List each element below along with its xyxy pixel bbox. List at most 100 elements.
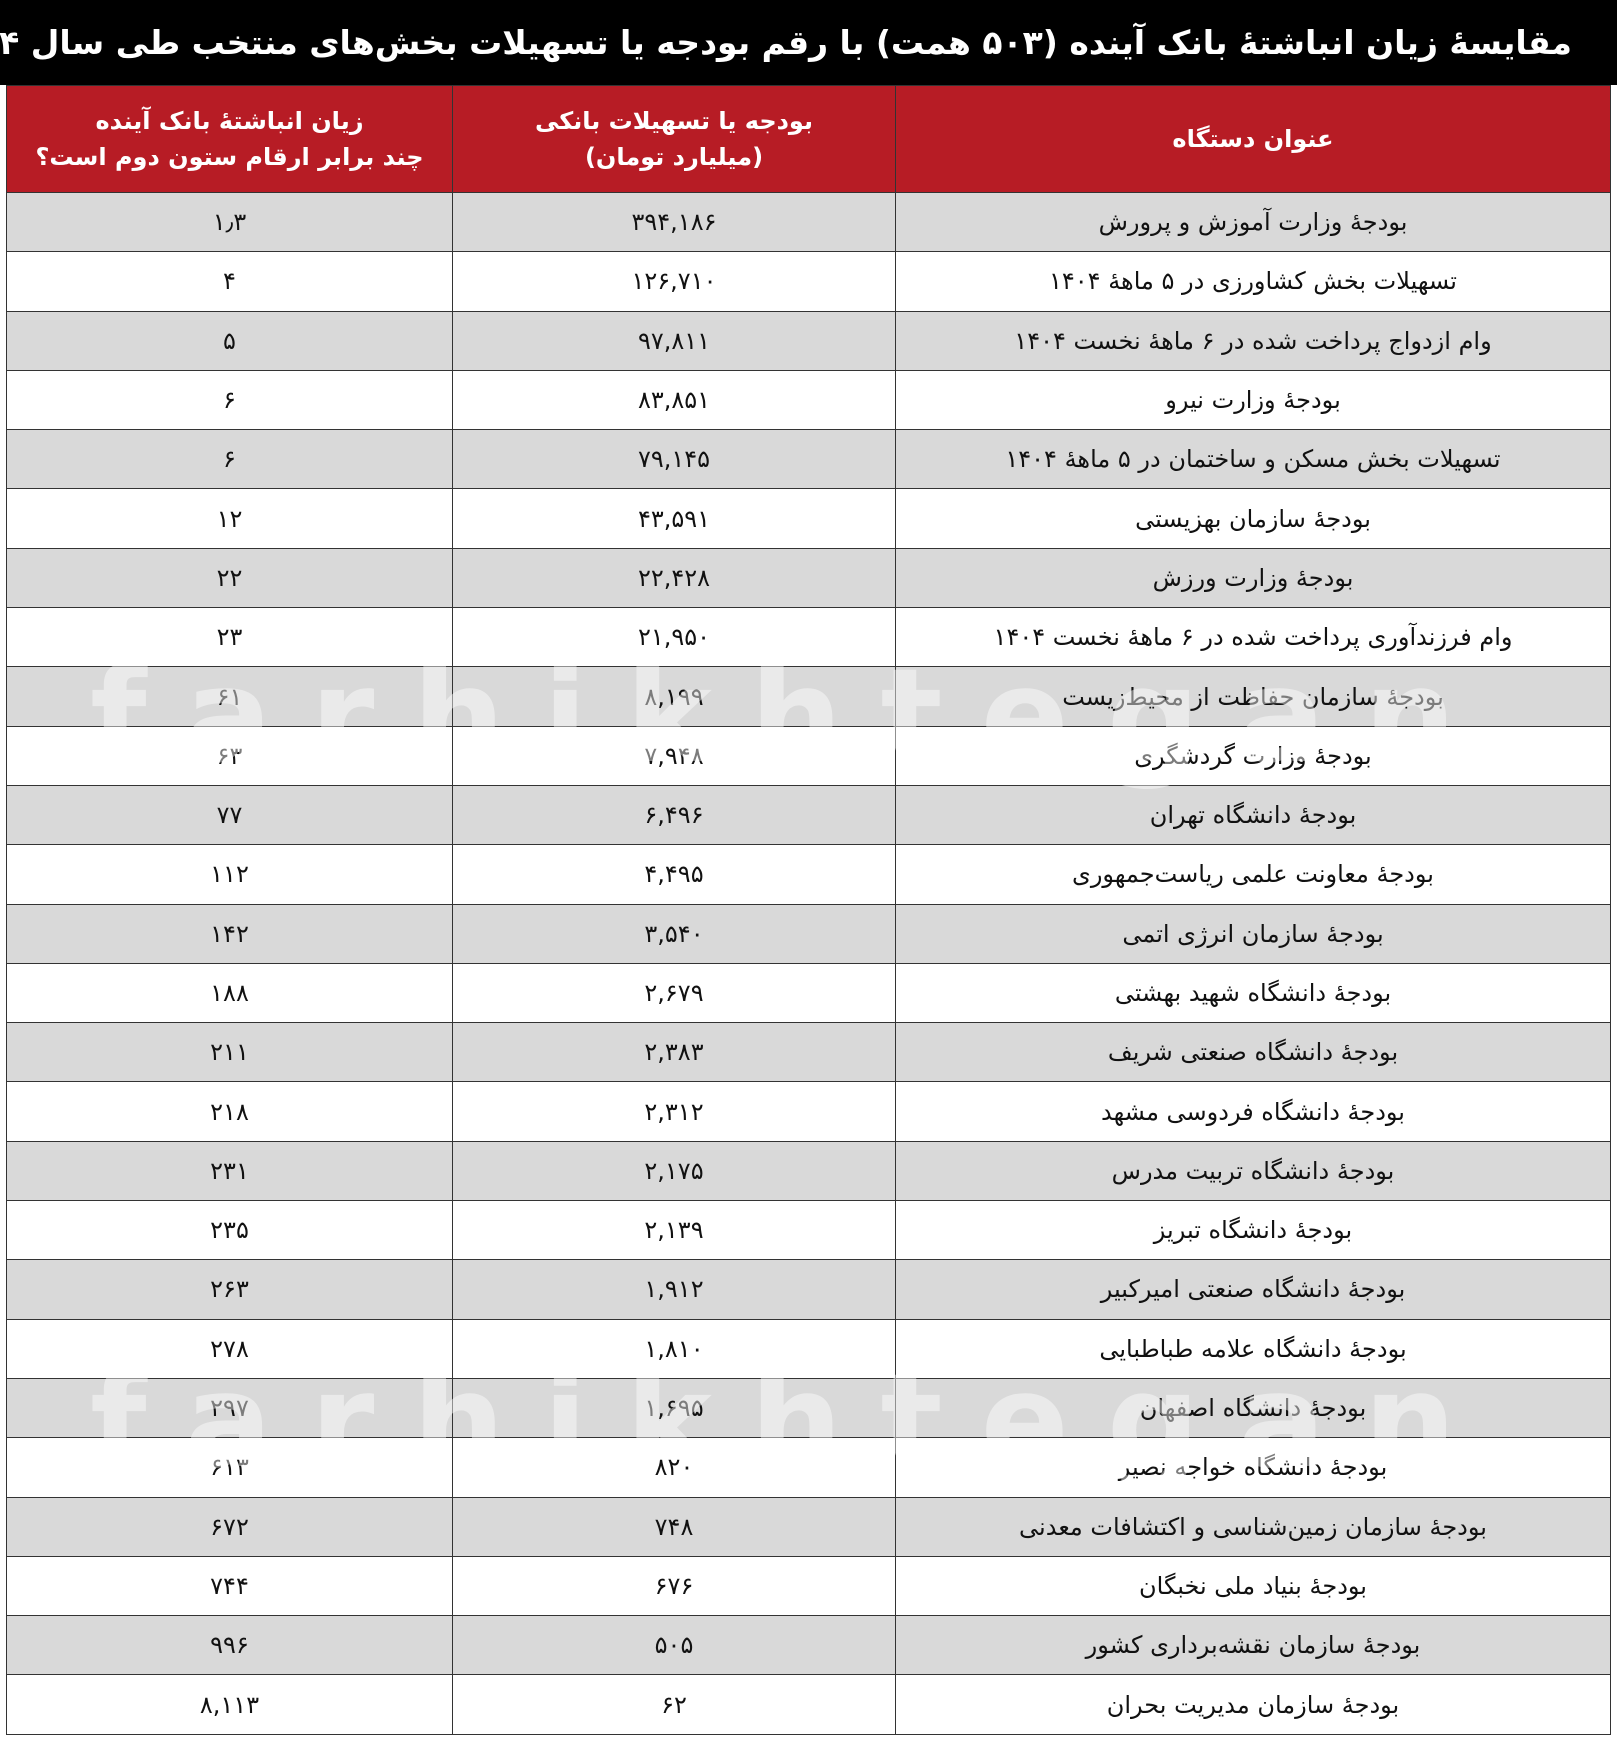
table-cell: ۸,۱۹۹	[452, 666, 896, 727]
table-cell: بودجهٔ دانشگاه صنعتی امیرکبیر	[895, 1259, 1611, 1320]
table-row: بودجهٔ دانشگاه اصفهان ۱,۶۹۵ ۲۹۷	[6, 1377, 1611, 1439]
table-cell: ۲,۶۷۹	[452, 962, 896, 1024]
table-cell: ۶۱۳	[6, 1437, 453, 1498]
table-cell: ۷۷	[6, 784, 453, 846]
table-cell: ۷۹,۱۴۵	[452, 429, 896, 490]
table-cell: ۹۹۶	[6, 1615, 453, 1676]
table-cell: ۴۳,۵۹۱	[452, 488, 896, 549]
table-row: بودجهٔ وزارت گردشگری ۷,۹۴۸ ۶۳	[6, 725, 1611, 786]
table-row: وام فرزندآوری پرداخت شده در ۶ ماههٔ نخست…	[6, 607, 1611, 668]
table-cell: ۱٫۳	[6, 191, 453, 253]
table-row: بودجهٔ دانشگاه تهران ۶,۴۹۶ ۷۷	[6, 784, 1611, 846]
table-cell: ۶	[6, 429, 453, 490]
table-row: بودجهٔ دانشگاه فردوسی مشهد ۲,۳۱۲ ۲۱۸	[6, 1081, 1611, 1142]
column-header-line: چند برابر ارقام ستون دوم است؟	[35, 143, 424, 171]
table-cell: ۱۴۲	[6, 903, 453, 964]
table-cell: ۹۷,۸۱۱	[452, 310, 896, 371]
table-cell: ۱۱۲	[6, 844, 453, 905]
table-cell: بودجهٔ معاونت علمی ریاست‌جمهوری	[895, 844, 1611, 905]
title: مقایسهٔ زیان انباشتهٔ بانک آینده (۵۰۳ هم…	[0, 0, 1617, 85]
table-cell: بودجهٔ سازمان زمین‌شناسی و اکتشافات معدن…	[895, 1496, 1611, 1557]
table-cell: ۲,۱۷۵	[452, 1140, 896, 1202]
column-header-line: زیان انباشتهٔ بانک آینده	[95, 107, 364, 135]
table-cell: ۶۷۲	[6, 1496, 453, 1557]
table-cell: بودجهٔ وزارت ورزش	[895, 547, 1611, 609]
table-cell: بودجهٔ دانشگاه خواجه نصیر	[895, 1437, 1611, 1498]
table-cell: بودجهٔ وزارت گردشگری	[895, 725, 1611, 786]
table-cell: بودجهٔ دانشگاه شهید بهشتی	[895, 962, 1611, 1024]
column-header-line: (میلیارد تومان)	[584, 143, 764, 171]
table-row: بودجهٔ وزارت نیرو ۸۳,۸۵۱ ۶	[6, 369, 1611, 431]
table-row: بودجهٔ دانشگاه علامه طباطبایی ۱,۸۱۰ ۲۷۸	[6, 1318, 1611, 1379]
table-row: بودجهٔ بنیاد ملی نخبگان ۶۷۶ ۷۴۴	[6, 1555, 1611, 1617]
table-cell: ۶	[6, 369, 453, 431]
table-cell: بودجهٔ سازمان حفاظت از محیط‌زیست	[895, 666, 1611, 727]
table-cell: ۸,۱۱۳	[6, 1674, 453, 1735]
table-cell: ۸۳,۸۵۱	[452, 369, 896, 431]
table-cell: ۲۱۸	[6, 1081, 453, 1142]
table-cell: ۱,۹۱۲	[452, 1259, 896, 1320]
table-row: بودجهٔ سازمان زمین‌شناسی و اکتشافات معدن…	[6, 1496, 1611, 1557]
table-cell: وام فرزندآوری پرداخت شده در ۶ ماههٔ نخست…	[895, 607, 1611, 668]
table-cell: بودجهٔ دانشگاه صنعتی شریف	[895, 1022, 1611, 1083]
table-cell: بودجهٔ وزارت نیرو	[895, 369, 1611, 431]
table-cell: بودجهٔ بنیاد ملی نخبگان	[895, 1555, 1611, 1617]
table-cell: بودجهٔ دانشگاه فردوسی مشهد	[895, 1081, 1611, 1142]
table-cell: ۶۷۶	[452, 1555, 896, 1617]
table-cell: تسهیلات بخش مسکن و ساختمان در ۵ ماههٔ ۱۴…	[895, 429, 1611, 490]
table-cell: ۲۱,۹۵۰	[452, 607, 896, 668]
column-header-line: عنوان دستگاه	[1172, 125, 1334, 153]
table-cell: ۶,۴۹۶	[452, 784, 896, 846]
table-cell: ۱,۶۹۵	[452, 1377, 896, 1439]
table-row: بودجهٔ سازمان حفاظت از محیط‌زیست ۸,۱۹۹ ۶۱	[6, 666, 1611, 727]
column-header: بودجه یا تسهیلات بانکی (میلیارد تومان)	[452, 85, 896, 193]
table-cell: ۷۴۸	[452, 1496, 896, 1557]
table-cell: بودجهٔ دانشگاه اصفهان	[895, 1377, 1611, 1439]
table-cell: وام ازدواج پرداخت شده در ۶ ماههٔ نخست ۱۴…	[895, 310, 1611, 371]
table-cell: ۲۲,۴۲۸	[452, 547, 896, 609]
table-cell: ۱,۸۱۰	[452, 1318, 896, 1379]
table-row: بودجهٔ معاونت علمی ریاست‌جمهوری ۴,۴۹۵ ۱۱۲	[6, 844, 1611, 905]
table-row: بودجهٔ سازمان انرژی اتمی ۳,۵۴۰ ۱۴۲	[6, 903, 1611, 964]
table-cell: ۱۲	[6, 488, 453, 549]
table-cell: بودجهٔ دانشگاه تربیت مدرس	[895, 1140, 1611, 1202]
table-cell: ۲۹۷	[6, 1377, 453, 1439]
table-body: بودجهٔ وزارت آموزش و پرورش ۳۹۴,۱۸۶ ۱٫۳ تسهی…	[6, 191, 1611, 1735]
table-cell: ۴	[6, 251, 453, 312]
table-cell: ۷,۹۴۸	[452, 725, 896, 786]
table-cell: بودجهٔ دانشگاه تهران	[895, 784, 1611, 846]
table-cell: ۶۳	[6, 725, 453, 786]
table-cell: ۷۴۴	[6, 1555, 453, 1617]
table-cell: ۶۲	[452, 1674, 896, 1735]
table-cell: بودجهٔ وزارت آموزش و پرورش	[895, 191, 1611, 253]
table-cell: ۲۶۳	[6, 1259, 453, 1320]
table-cell: بودجهٔ دانشگاه تبریز	[895, 1200, 1611, 1261]
table-cell: ۴,۴۹۵	[452, 844, 896, 905]
table-cell: ۳,۵۴۰	[452, 903, 896, 964]
table-cell: ۸۲۰	[452, 1437, 896, 1498]
table-cell: بودجهٔ سازمان انرژی اتمی	[895, 903, 1611, 964]
table-row: بودجهٔ سازمان بهزیستی ۴۳,۵۹۱ ۱۲	[6, 488, 1611, 549]
table-cell: ۲۱۱	[6, 1022, 453, 1083]
table-row: بودجهٔ دانشگاه صنعتی شریف ۲,۳۸۳ ۲۱۱	[6, 1022, 1611, 1083]
table-row: بودجهٔ دانشگاه شهید بهشتی ۲,۶۷۹ ۱۸۸	[6, 962, 1611, 1024]
table-row: تسهیلات بخش کشاورزی در ۵ ماههٔ ۱۴۰۴ ۱۲۶,۷…	[6, 251, 1611, 312]
table: عنوان دستگاه بودجه یا تسهیلات بانکی (میلیا…	[6, 85, 1611, 1735]
table-cell: بودجهٔ سازمان مدیریت بحران	[895, 1674, 1611, 1735]
table-cell: ۵۰۵	[452, 1615, 896, 1676]
table-cell: بودجهٔ سازمان بهزیستی	[895, 488, 1611, 549]
table-cell: ۲,۳۱۲	[452, 1081, 896, 1142]
table-cell: ۳۹۴,۱۸۶	[452, 191, 896, 253]
table-row: بودجهٔ سازمان نقشه‌برداری کشور ۵۰۵ ۹۹۶	[6, 1615, 1611, 1676]
table-row: بودجهٔ دانشگاه صنعتی امیرکبیر ۱,۹۱۲ ۲۶۳	[6, 1259, 1611, 1320]
column-header-line: بودجه یا تسهیلات بانکی	[534, 107, 813, 135]
table-cell: بودجهٔ دانشگاه علامه طباطبایی	[895, 1318, 1611, 1379]
table-cell: ۲۳	[6, 607, 453, 668]
table-cell: ۲۳۵	[6, 1200, 453, 1261]
table-cell: ۱۲۶,۷۱۰	[452, 251, 896, 312]
table-row: وام ازدواج پرداخت شده در ۶ ماههٔ نخست ۱۴…	[6, 310, 1611, 371]
table-cell: ۶۱	[6, 666, 453, 727]
table-cell: ۱۸۸	[6, 962, 453, 1024]
table-cell: ۲,۳۸۳	[452, 1022, 896, 1083]
